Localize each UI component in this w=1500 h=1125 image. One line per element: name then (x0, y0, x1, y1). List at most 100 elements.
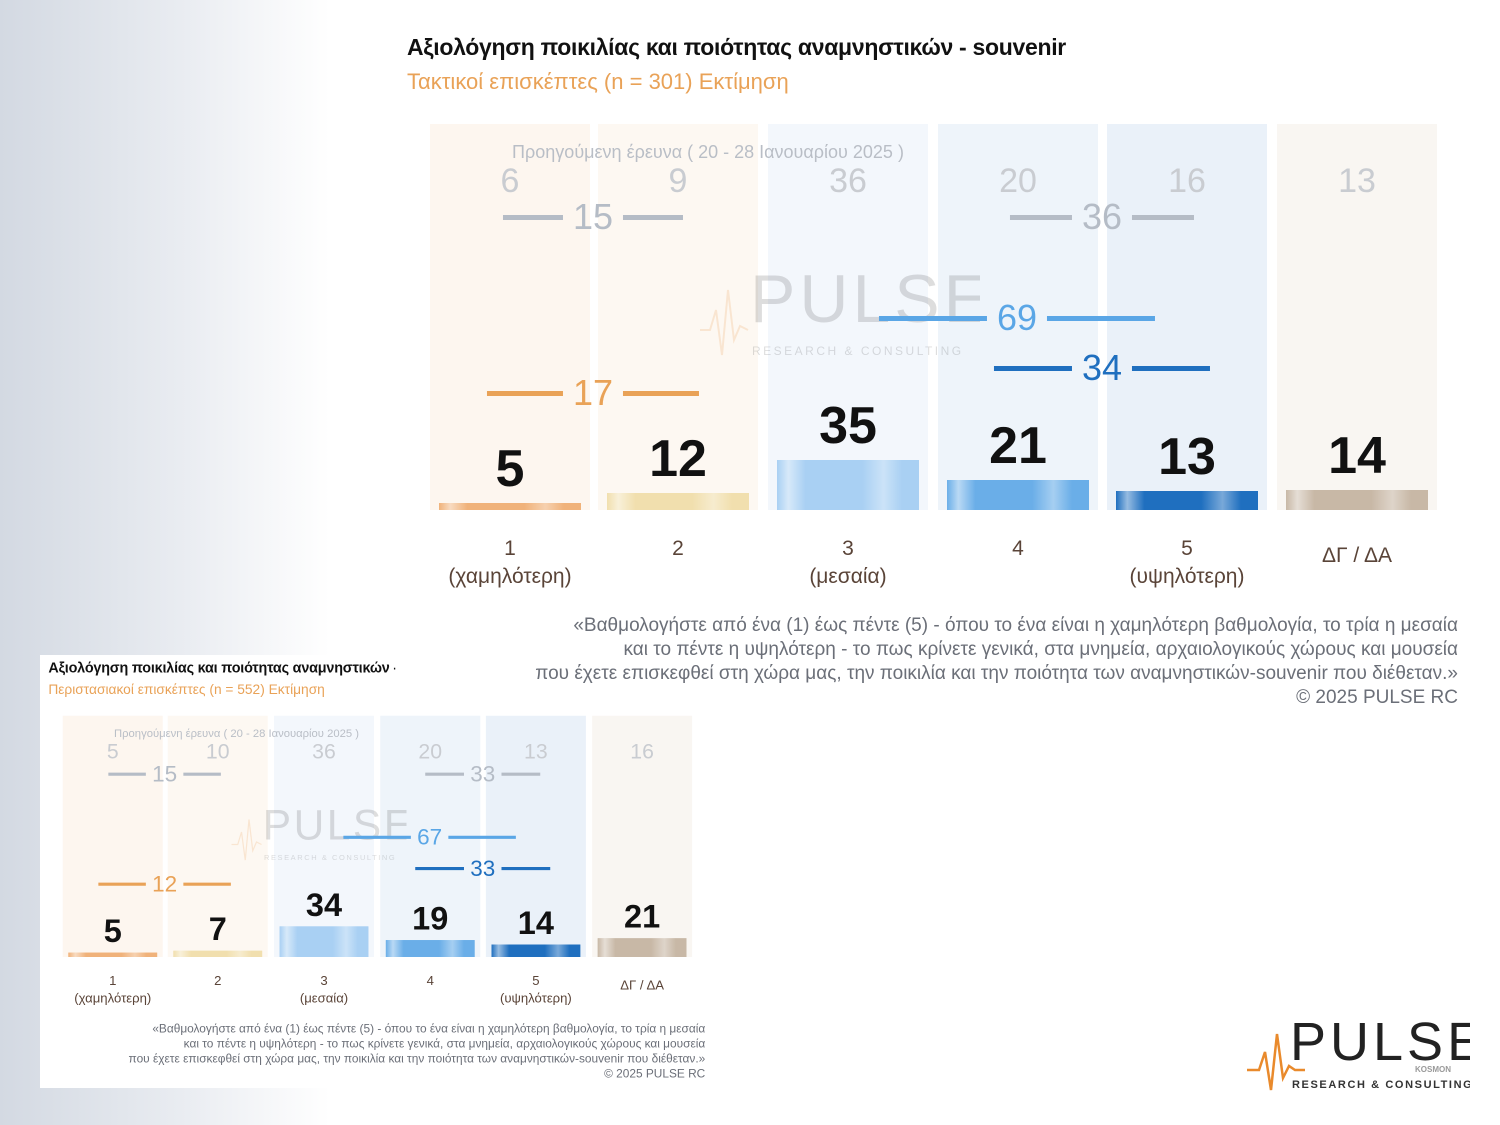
svg-text:RESEARCH & CONSULTING: RESEARCH & CONSULTING (1292, 1079, 1470, 1091)
bracket-line (108, 772, 146, 776)
bar-value-label: 34 (305, 887, 343, 924)
category-label: ΔΓ / ΔΑ (1277, 542, 1437, 570)
category-label: 4 (380, 973, 480, 991)
bracket-value: 36 (1081, 196, 1123, 237)
previous-value: 13 (524, 739, 548, 764)
bar-value-label: 13 (1158, 428, 1216, 487)
bar (68, 952, 158, 957)
question-line: και το πέντε η υψηλότερη - το πως κρίνετ… (183, 1037, 706, 1051)
category-label-line: ΔΓ / ΔΑ (1322, 544, 1392, 567)
bracket-value: 67 (417, 823, 443, 850)
chart-title: Αξιολόγηση ποικιλίας και ποιότητας αναμν… (48, 659, 395, 676)
svg-text:PULSE: PULSE (750, 261, 980, 337)
previous-value: 6 (500, 162, 520, 200)
svg-text:RESEARCH & CONSULTING: RESEARCH & CONSULTING (752, 344, 964, 358)
bar (385, 940, 475, 957)
category-label-line: (χαμηλότερη) (448, 565, 572, 588)
category-label: ΔΓ / ΔΑ (592, 977, 692, 995)
bracket-line (343, 835, 411, 839)
high-previous-bracket: 33 (425, 760, 541, 787)
category-label: 3 (μεσαία) (274, 973, 374, 1008)
bracket-line (98, 882, 146, 886)
top-current-bracket: 33 (415, 855, 551, 881)
low-previous-bracket: 15 (502, 196, 684, 238)
bar (439, 502, 581, 510)
top-current-bracket: 34 (993, 347, 1211, 389)
category-label-line: (υψηλότερη) (1129, 565, 1245, 588)
previous-value: 36 (312, 739, 336, 764)
previous-value: 20 (418, 739, 443, 764)
bar-value-label: 35 (819, 396, 877, 455)
question-text: «Βαθμολογήστε από ένα (1) έως πέντε (5) … (129, 1022, 706, 1082)
bracket-line (993, 365, 1072, 371)
category-label-line: (μεσαία) (809, 565, 887, 588)
category-label: 3 (μεσαία) (768, 535, 928, 591)
category-label-line: 1 (504, 537, 516, 560)
previous-value: 13 (1338, 162, 1376, 200)
column-background (167, 715, 268, 957)
low-current-bracket: 17 (486, 372, 700, 414)
previous-value: 10 (205, 739, 230, 764)
bar-value-label: 14 (1328, 426, 1386, 485)
bracket-line (448, 835, 516, 839)
copyright: © 2025 PULSE RC (604, 1067, 706, 1081)
bracket-line (183, 772, 221, 776)
bracket-line (415, 866, 464, 870)
question-line: «Βαθμολογήστε από ένα (1) έως πέντε (5) … (573, 615, 1458, 636)
category-label-line: 2 (214, 973, 222, 989)
category-label-line: (χαμηλότερη) (74, 991, 152, 1006)
previous-value: 5 (106, 739, 119, 764)
bar-value-label: 5 (103, 913, 122, 950)
watermark-logo: PULSE RESEARCH & CONSULTING (700, 260, 989, 365)
previous-value: 16 (630, 739, 654, 764)
bracket-line (1132, 365, 1211, 371)
bar-value-label: 19 (412, 900, 449, 937)
previous-value: 9 (668, 162, 688, 200)
bracket-value: 33 (470, 760, 496, 787)
column-background (592, 715, 693, 957)
pulse-logo: PULSE KOSMON RESEARCH & CONSULTING (1245, 1012, 1483, 1102)
category-label-line: 2 (672, 537, 684, 560)
previous-value: 16 (1168, 162, 1206, 200)
bracket-value: 69 (996, 297, 1038, 338)
bracket-line (623, 214, 684, 220)
bar-value-label: 14 (517, 905, 554, 942)
high-previous-bracket: 36 (1009, 196, 1195, 238)
bracket-value: 17 (572, 372, 614, 413)
category-label: 1 (χαμηλότερη) (430, 535, 590, 591)
svg-text:PULSE: PULSE (263, 803, 407, 850)
bar (777, 459, 919, 510)
bracket-line (1047, 315, 1156, 321)
bar-value-label: 12 (649, 429, 707, 488)
bar-value-label: 21 (624, 898, 661, 936)
bar-value-label: 5 (495, 439, 525, 498)
category-label-line: 5 (1181, 537, 1193, 560)
bracket-line (425, 772, 464, 776)
bracket-line (502, 214, 563, 220)
bar (279, 926, 369, 957)
low-current-bracket: 12 (98, 871, 231, 897)
svg-text:KOSMON: KOSMON (1415, 1065, 1451, 1074)
top2-current-bracket: 67 (343, 824, 516, 850)
inset-chart-panel: PULSE RESEARCH & CONSULTING Αξιολόγηση ποι… (44, 657, 710, 1088)
bar-value-label: 21 (989, 416, 1047, 475)
bracket-line (623, 390, 700, 396)
column-background (430, 124, 590, 510)
category-label-line: 4 (1012, 537, 1024, 560)
bar (1116, 491, 1258, 510)
chart-subtitle: Τακτικοί επισκέπτες (n = 301) Εκτίμηση (407, 69, 789, 94)
chart-subtitle: Περιστασιακοί επισκέπτες (n = 552) Εκτίμ… (48, 681, 325, 697)
bar (491, 944, 581, 957)
copyright: © 2025 PULSE RC (1296, 687, 1458, 708)
previous-survey-label: Προηγούμενη έρευνα ( 20 - 28 Ιανουαρίου … (114, 727, 359, 740)
chart-title: Αξιολόγηση ποικιλίας και ποιότητας αναμν… (407, 34, 1066, 60)
category-label: 1 (χαμηλότερη) (63, 973, 163, 1008)
category-label-line: 3 (320, 973, 328, 989)
category-label: 4 (938, 535, 1098, 563)
category-label-line: 3 (842, 537, 854, 560)
bracket-value: 15 (152, 760, 178, 787)
bracket-line (501, 866, 551, 870)
previous-value: 36 (829, 162, 867, 200)
bar (173, 950, 263, 957)
question-text: «Βαθμολογήστε από ένα (1) έως πέντε (5) … (535, 614, 1458, 710)
